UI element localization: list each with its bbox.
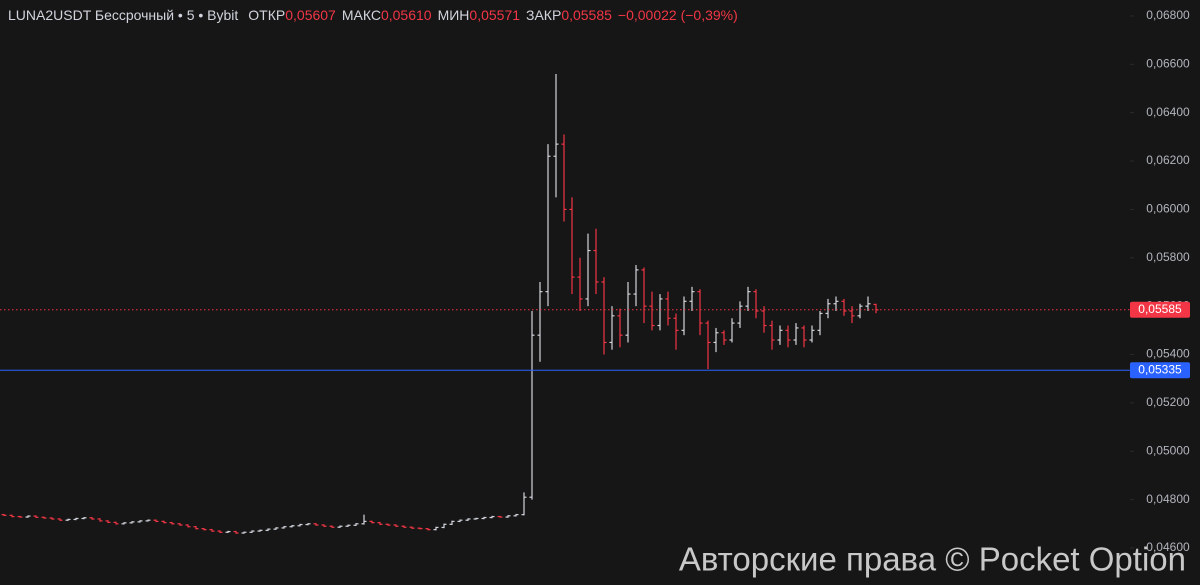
y-tick-label: 0,06400	[1146, 105, 1190, 119]
field-label: ЗАКР	[526, 7, 561, 23]
field-label: МАКС	[342, 7, 381, 23]
field-value: 0,05607	[285, 7, 336, 23]
field-value: 0,05610	[381, 7, 432, 23]
field-label: ОТКР	[248, 7, 285, 23]
price-tag-label: 0,05585	[1138, 302, 1182, 316]
y-tick-label: 0,05200	[1146, 395, 1190, 409]
change: −0,00022 (−0,39%)	[618, 7, 738, 23]
field-label: МИН	[438, 7, 470, 23]
y-tick-label: 0,04800	[1146, 492, 1190, 506]
y-tick-label: 0,04600	[1146, 540, 1190, 554]
watermark: Авторские права © Pocket Option	[679, 541, 1186, 578]
field-value: 0,05585	[561, 7, 612, 23]
y-tick-label: 0,06000	[1146, 202, 1190, 216]
y-tick-label: 0,05000	[1146, 443, 1190, 457]
price-tag	[1130, 362, 1190, 379]
y-tick-label: 0,06600	[1146, 57, 1190, 71]
y-tick-label: 0,06200	[1146, 153, 1190, 167]
field-value: 0,05571	[469, 7, 520, 23]
legend-header: LUNA2USDT Бессрочный • 5 • Bybit ОТКР0,05…	[8, 7, 738, 23]
symbol: LUNA2USDT Бессрочный • 5 • Bybit	[8, 7, 238, 23]
y-tick-label: 0,05400	[1146, 347, 1190, 361]
price-tag	[1130, 301, 1190, 318]
plot: 0,06800 0,06600 0,06400 0,06200 0,06000 0,058…	[0, 8, 1190, 554]
y-tick-label: 0,06800	[1146, 8, 1190, 22]
price-tag-label: 0,05335	[1138, 362, 1182, 376]
y-tick-label: 0,05800	[1146, 250, 1190, 264]
